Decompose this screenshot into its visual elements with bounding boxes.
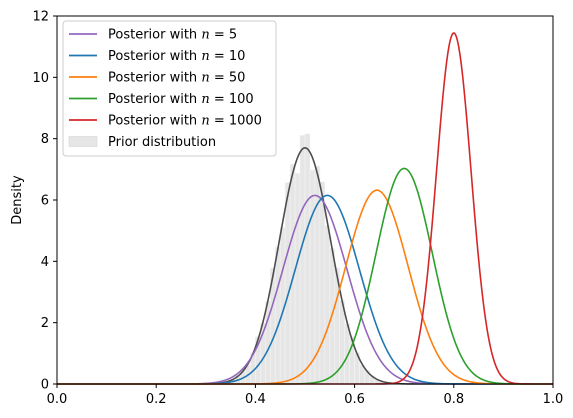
- prior-histogram-bar: [309, 169, 316, 385]
- prior-histogram-bar: [319, 181, 326, 385]
- legend-box: [62, 20, 277, 157]
- y-tick-label: 8: [41, 132, 49, 147]
- prior-histogram-bar: [324, 225, 331, 385]
- y-axis: 0 2 4 6 8 10 12: [32, 10, 57, 393]
- y-tick-label: 12: [32, 10, 49, 25]
- y-tick-label: 2: [41, 316, 49, 331]
- x-tick-label: 0.2: [146, 392, 167, 407]
- x-axis: 0.0 0.2 0.4 0.6 0.8 1.0: [47, 384, 564, 407]
- y-tick-label: 6: [41, 194, 49, 209]
- legend-label: Posterior with n = 50: [108, 71, 245, 86]
- legend-label: Posterior with n = 5: [108, 28, 237, 43]
- prior-histogram-bar: [304, 133, 311, 385]
- legend-swatch: [68, 136, 98, 147]
- legend-label: Posterior with n = 1000: [108, 114, 262, 129]
- y-tick-label: 4: [41, 255, 49, 270]
- y-axis-label: Density: [10, 175, 25, 225]
- legend: Posterior with n = 5 Posterior with n = 1…: [62, 20, 277, 157]
- x-tick-label: 0.8: [443, 392, 464, 407]
- prior-histogram-bar: [274, 246, 281, 385]
- legend-label: Posterior with n = 100: [108, 92, 254, 107]
- prior-histogram-bar: [284, 182, 291, 385]
- prior-histogram-bar: [339, 300, 345, 385]
- x-tick-label: 0.4: [245, 392, 266, 407]
- legend-label: Posterior with n = 10: [108, 49, 245, 64]
- y-tick-label: 10: [32, 71, 49, 86]
- x-tick-label: 1.0: [543, 392, 564, 407]
- x-tick-label: 0.0: [47, 392, 68, 407]
- prior-histogram-bar: [299, 135, 306, 385]
- prior-histogram-bar: [294, 172, 301, 385]
- x-tick-label: 0.6: [344, 392, 365, 407]
- legend-label: Prior distribution: [108, 135, 216, 150]
- y-tick-label: 0: [41, 378, 49, 393]
